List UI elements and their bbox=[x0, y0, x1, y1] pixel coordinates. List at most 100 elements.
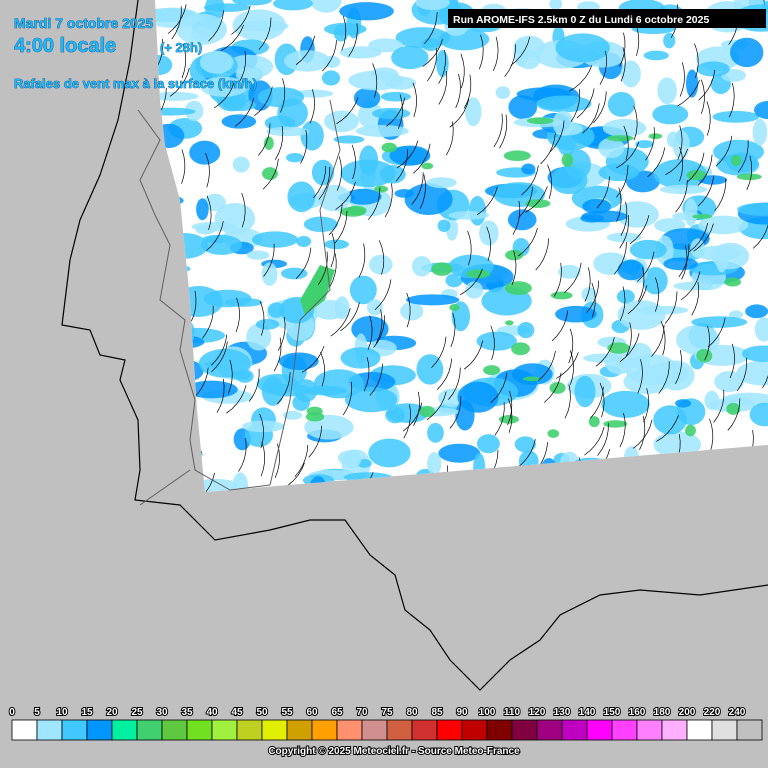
wind-patch bbox=[404, 183, 453, 216]
streamline bbox=[637, 267, 645, 302]
legend-label: 85 bbox=[431, 707, 443, 718]
streamline bbox=[226, 385, 247, 414]
streamline bbox=[259, 301, 265, 336]
streamline bbox=[584, 267, 591, 302]
streamline bbox=[238, 438, 247, 472]
wind-patch-strong bbox=[421, 162, 434, 170]
streamline bbox=[449, 395, 462, 429]
streamline bbox=[211, 334, 228, 366]
streamline bbox=[274, 126, 284, 160]
streamline bbox=[181, 149, 186, 184]
wind-patch-strong bbox=[511, 342, 530, 356]
legend-label: 50 bbox=[256, 707, 268, 718]
streamline bbox=[494, 402, 505, 436]
streamline bbox=[231, 5, 251, 35]
wind-patch bbox=[400, 301, 424, 321]
wind-patch bbox=[635, 140, 654, 149]
wind-patch bbox=[406, 294, 460, 306]
wind-patch bbox=[385, 76, 417, 90]
wind-patch bbox=[653, 159, 708, 189]
legend-label: 160 bbox=[629, 707, 646, 718]
legend-swatch bbox=[486, 719, 513, 741]
wind-patch bbox=[745, 304, 768, 319]
streamline bbox=[599, 382, 605, 418]
wind-patch-strong bbox=[696, 348, 713, 363]
streamline bbox=[378, 240, 385, 275]
streamline bbox=[213, 80, 236, 109]
wind-patch bbox=[675, 399, 692, 408]
legend-label: 180 bbox=[654, 707, 671, 718]
streamline bbox=[713, 389, 725, 423]
streamline bbox=[460, 268, 483, 296]
wind-patch bbox=[673, 281, 711, 291]
streamline bbox=[318, 166, 331, 200]
streamline bbox=[627, 285, 648, 315]
wind-patch bbox=[176, 13, 227, 45]
wind-patch bbox=[620, 60, 641, 88]
streamline bbox=[403, 404, 411, 439]
legend-swatch bbox=[36, 719, 63, 741]
wind-patch bbox=[230, 370, 251, 381]
wind-patch bbox=[199, 50, 234, 74]
streamline bbox=[549, 120, 565, 153]
wind-patch bbox=[652, 104, 689, 125]
wind-patch-strong bbox=[526, 117, 554, 125]
streamline bbox=[678, 244, 690, 278]
legend-label: 110 bbox=[504, 707, 521, 718]
wind-patch bbox=[736, 360, 768, 386]
streamline bbox=[584, 426, 605, 456]
wind-patch bbox=[185, 380, 238, 399]
legend-swatch bbox=[586, 719, 613, 741]
wind-patch bbox=[445, 273, 463, 288]
wind-patch-strong bbox=[504, 320, 514, 326]
wind-patch bbox=[232, 0, 272, 6]
wind-patch-strong bbox=[498, 415, 519, 424]
streamline bbox=[736, 357, 748, 392]
copyright: Copyright © 2025 Meteociel.fr - Source M… bbox=[268, 746, 520, 757]
legend-swatch bbox=[461, 719, 488, 741]
streamline bbox=[521, 165, 539, 196]
wind-patch bbox=[235, 68, 263, 82]
streamline bbox=[309, 89, 315, 124]
wind-patch-strong bbox=[606, 135, 634, 142]
streamline bbox=[697, 175, 715, 207]
wind-patch bbox=[513, 35, 545, 58]
streamline bbox=[413, 391, 420, 426]
run-box bbox=[448, 9, 766, 28]
run-label: Run AROME-IFS 2.5km 0 Z du Lundi 6 octob… bbox=[453, 14, 709, 26]
wind-patch bbox=[340, 347, 381, 369]
legend-label: 10 bbox=[56, 707, 68, 718]
legend-label: 20 bbox=[106, 707, 118, 718]
streamline bbox=[516, 439, 536, 469]
wind-patch bbox=[232, 156, 250, 173]
legend-swatch bbox=[311, 719, 338, 741]
wind-patch bbox=[379, 165, 406, 184]
wind-patch bbox=[582, 198, 612, 214]
streamline bbox=[486, 226, 491, 261]
streamline bbox=[625, 322, 632, 357]
wind-patch-strong bbox=[525, 199, 551, 208]
wind-patch bbox=[657, 77, 677, 105]
wind-patch bbox=[344, 188, 382, 205]
streamline bbox=[706, 101, 711, 136]
streamline bbox=[411, 172, 424, 205]
streamline bbox=[568, 328, 574, 364]
legend-label: 40 bbox=[206, 707, 218, 718]
streamline bbox=[675, 350, 682, 385]
wind-patch bbox=[617, 259, 645, 281]
streamline bbox=[688, 223, 709, 253]
wind-patch bbox=[672, 130, 690, 160]
streamline bbox=[556, 352, 579, 379]
streamline bbox=[206, 195, 212, 230]
wind-patch bbox=[367, 299, 383, 316]
legend-swatch bbox=[711, 719, 738, 741]
wind-patch-strong bbox=[603, 420, 628, 428]
wind-patch bbox=[340, 159, 396, 188]
legend-label: 80 bbox=[406, 707, 418, 718]
streamline bbox=[492, 36, 499, 72]
streamline bbox=[633, 105, 638, 141]
wind-patch bbox=[476, 331, 517, 351]
streamline bbox=[412, 143, 431, 174]
streamline bbox=[398, 94, 403, 129]
wind-patch bbox=[292, 394, 311, 411]
